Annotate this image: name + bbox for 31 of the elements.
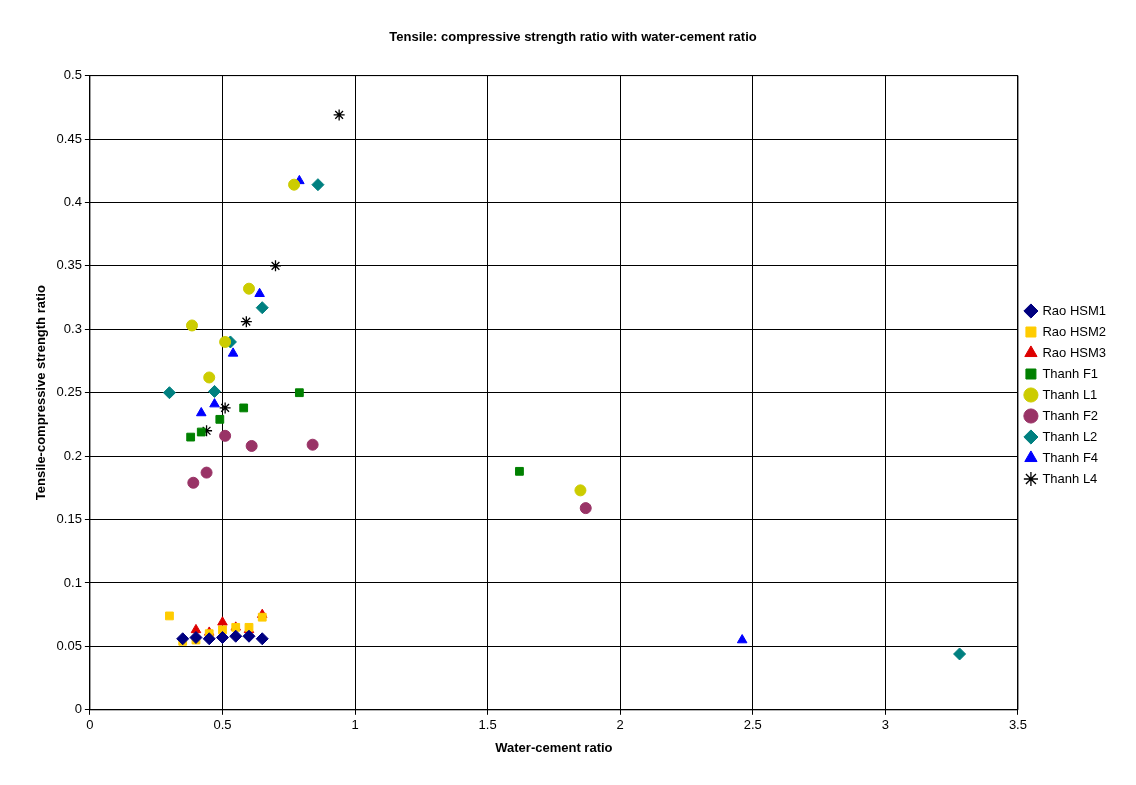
x-tick-label: 1 bbox=[351, 717, 359, 733]
y-tick-label: 0.5 bbox=[63, 67, 82, 83]
y-tick-label: 0.1 bbox=[63, 574, 82, 590]
x-tick-label: 0.5 bbox=[213, 717, 232, 733]
y-tick-label: 0.25 bbox=[56, 384, 82, 400]
x-tick-label: 3.5 bbox=[1008, 717, 1027, 733]
x-tick-label: 3 bbox=[881, 717, 889, 733]
legend-label: Rao HSM3 bbox=[1042, 344, 1106, 360]
legend-label: Rao HSM2 bbox=[1042, 323, 1106, 339]
chart-title: Tensile: compressive strength ratio with water-cement ratio bbox=[389, 29, 757, 45]
x-tick-label: 0 bbox=[86, 717, 94, 733]
x-tick-label: 1.5 bbox=[478, 717, 497, 733]
legend-label: Thanh F1 bbox=[1042, 365, 1099, 381]
x-tick-label: 2 bbox=[616, 717, 624, 733]
legend-label: Rao HSM1 bbox=[1042, 302, 1106, 318]
x-axis-title: Water-cement ratio bbox=[495, 739, 613, 755]
y-tick-label: 0.35 bbox=[56, 257, 82, 273]
x-tick-label: 2.5 bbox=[743, 717, 762, 733]
legend-label: Thanh L4 bbox=[1042, 470, 1098, 486]
legend-label: Thanh L1 bbox=[1042, 386, 1098, 402]
legend-label: Thanh F2 bbox=[1042, 407, 1099, 423]
y-tick-label: 0.15 bbox=[56, 511, 82, 527]
y-tick-label: 0.3 bbox=[63, 320, 82, 336]
legend-label: Thanh F4 bbox=[1042, 449, 1099, 465]
y-axis-title: Tensile-compressive strength ratio bbox=[33, 285, 49, 501]
y-tick-label: 0 bbox=[74, 701, 82, 717]
legend-label: Thanh L2 bbox=[1042, 428, 1098, 444]
y-tick-label: 0.2 bbox=[63, 447, 82, 463]
y-tick-label: 0.05 bbox=[56, 637, 82, 653]
y-tick-label: 0.4 bbox=[63, 194, 82, 210]
y-tick-label: 0.45 bbox=[56, 130, 82, 146]
